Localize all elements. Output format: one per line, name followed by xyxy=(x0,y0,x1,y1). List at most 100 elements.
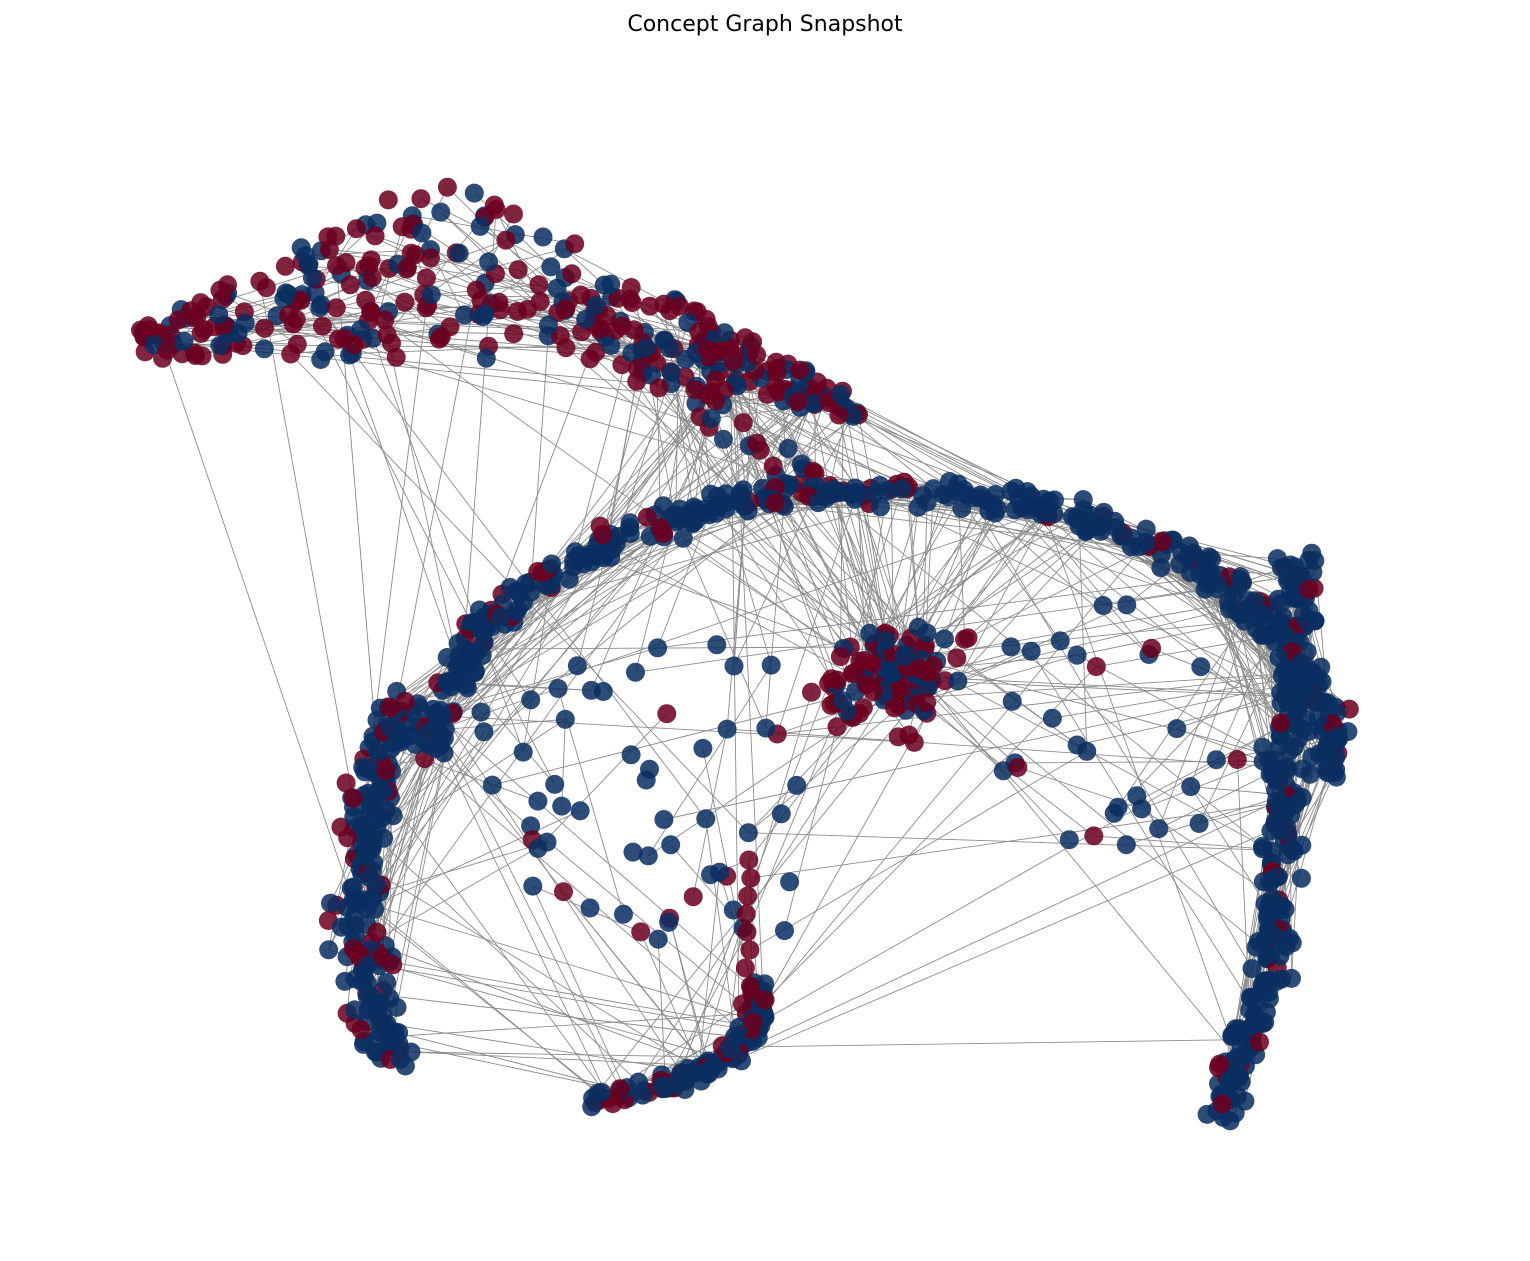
graph-node-red xyxy=(1227,750,1247,769)
graph-edge xyxy=(386,215,485,335)
graph-edge xyxy=(374,908,598,1094)
graph-node-red xyxy=(565,234,585,254)
graph-node-blue xyxy=(1189,814,1209,833)
graph-edge xyxy=(561,719,566,807)
graph-node-blue xyxy=(357,956,377,975)
graph-node-blue xyxy=(652,1076,672,1096)
graph-node-blue xyxy=(555,709,575,729)
graph-node-red xyxy=(361,250,381,270)
graph-edge xyxy=(746,700,844,933)
graph-node-red xyxy=(279,305,299,325)
graph-node-blue xyxy=(1127,786,1147,806)
graph-node-blue xyxy=(1289,566,1309,586)
graph-node-red xyxy=(755,990,775,1010)
graph-node-blue xyxy=(654,810,674,829)
graph-node-blue xyxy=(1298,612,1318,632)
graph-edge xyxy=(162,341,854,415)
graph-node-blue xyxy=(623,842,643,862)
graph-node-red xyxy=(733,413,753,433)
graph-node-blue xyxy=(707,635,727,655)
graph-node-blue xyxy=(1170,554,1190,574)
graph-node-blue xyxy=(1220,1111,1240,1131)
graph-node-blue xyxy=(1045,490,1064,510)
graph-node-red xyxy=(529,275,549,295)
graph-node-red xyxy=(466,280,486,300)
graph-node-red xyxy=(739,850,759,870)
graph-node-blue xyxy=(614,904,633,924)
graph-node-red xyxy=(361,301,381,321)
graph-node-blue xyxy=(470,216,490,236)
graph-edge xyxy=(663,931,748,1088)
graph-node-blue xyxy=(1244,1006,1264,1025)
graph-node-red xyxy=(344,335,364,355)
graph-edge xyxy=(435,713,752,989)
graph-edge xyxy=(715,379,903,490)
graph-node-blue xyxy=(913,485,933,505)
graph-node-blue xyxy=(808,493,828,513)
graph-node-blue xyxy=(1326,727,1346,747)
graph-node-blue xyxy=(1299,551,1319,570)
graph-edge xyxy=(492,640,1061,786)
graph-edge xyxy=(366,992,735,1037)
graph-edge xyxy=(672,515,767,729)
graph-node-red xyxy=(504,204,523,224)
graph-node-red xyxy=(281,344,301,364)
graph-edge xyxy=(967,546,1150,639)
graph-node-red xyxy=(329,329,348,349)
graph-edge xyxy=(769,503,851,648)
graph-node-blue xyxy=(1266,780,1286,800)
graph-node-blue xyxy=(633,1085,653,1105)
graph-node-red xyxy=(186,346,205,365)
graph-node-red xyxy=(365,226,385,246)
graph-node-blue xyxy=(528,838,548,858)
graph-node-red xyxy=(378,190,398,210)
graph-node-blue xyxy=(464,183,484,203)
graph-node-red xyxy=(1152,532,1172,551)
graph-node-blue xyxy=(1181,777,1201,797)
graph-edge xyxy=(1141,760,1264,810)
graph-edge xyxy=(729,542,1147,1048)
graph-node-red xyxy=(740,940,760,960)
graph-node-red xyxy=(340,275,360,295)
graph-node-blue xyxy=(351,320,371,340)
graph-node-red xyxy=(955,629,975,649)
graph-node-blue xyxy=(985,485,1005,504)
graph-edge xyxy=(367,810,581,909)
graph-edge xyxy=(770,498,912,639)
graph-node-blue xyxy=(701,865,720,885)
graph-node-blue xyxy=(1197,568,1217,588)
graph-edge xyxy=(903,526,1100,655)
graph-edge xyxy=(391,290,477,729)
graph-node-red xyxy=(331,817,351,837)
graph-edge xyxy=(724,502,861,662)
graph-node-blue xyxy=(1262,841,1282,861)
graph-node-blue xyxy=(908,617,928,637)
graph-edge xyxy=(874,489,965,644)
graph-node-blue xyxy=(581,680,601,700)
graph-edge xyxy=(390,510,1046,737)
graph-node-blue xyxy=(1167,719,1187,739)
graph-node-blue xyxy=(1245,591,1265,611)
graph-node-blue xyxy=(693,738,713,758)
graph-edge xyxy=(635,574,1300,673)
graph-node-blue xyxy=(831,384,850,404)
graph-edge xyxy=(1030,650,1264,1024)
graph-node-red xyxy=(1271,713,1291,733)
graph-node-red xyxy=(657,704,677,724)
graph-node-blue xyxy=(311,295,331,315)
graph-node-blue xyxy=(1257,908,1277,928)
graph-edge xyxy=(657,575,1221,649)
graph-node-blue xyxy=(1278,823,1298,843)
graph-node-blue xyxy=(412,223,432,243)
graph-node-blue xyxy=(1271,594,1291,614)
graph-node-red xyxy=(291,290,311,310)
graph-node-blue xyxy=(1017,482,1037,502)
graph-edge xyxy=(657,514,710,649)
graph-node-red xyxy=(1008,758,1028,777)
graph-node-blue xyxy=(843,406,863,426)
graph-node-red xyxy=(830,647,850,667)
graph-node-red xyxy=(326,298,346,318)
graph-node-red xyxy=(743,1012,763,1032)
graph-node-blue xyxy=(471,702,491,722)
